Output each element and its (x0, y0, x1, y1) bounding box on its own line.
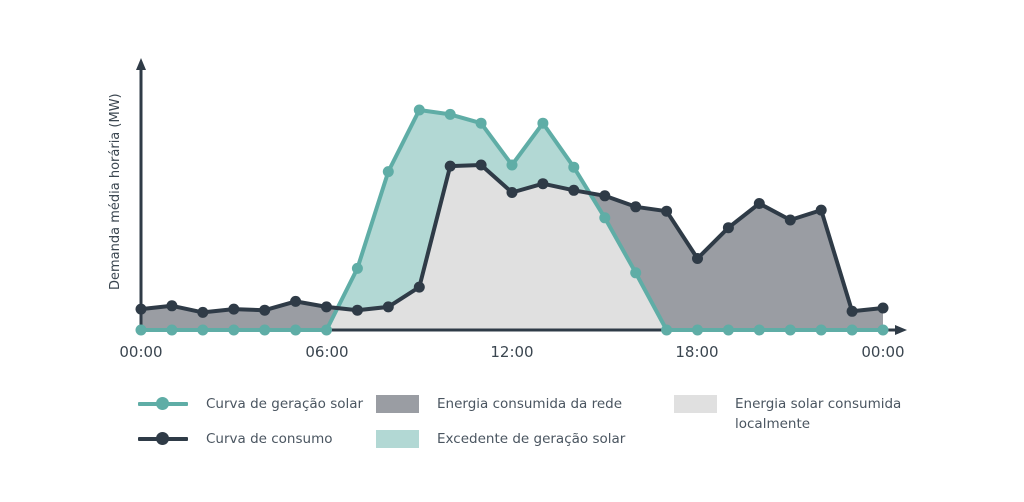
solar-generation-line-point (630, 267, 642, 279)
solar-generation-line-point (599, 212, 611, 224)
solar-generation-line-point (321, 324, 332, 336)
legend-label-line2: localmente (735, 416, 811, 432)
solar-generation-line-point (846, 324, 858, 336)
legend-solar-curve: Curva de geração solar (138, 394, 363, 414)
consumption-line-point (259, 304, 271, 316)
legend-label: Excedente de geração solar (437, 431, 626, 447)
consumption-line-point (228, 303, 240, 315)
consumption-line-point (166, 300, 178, 312)
energy-demand-chart: 00:00 06:00 12:00 18:00 00:00 Demanda mé… (108, 58, 907, 361)
consumption-line-point (692, 253, 703, 264)
consumption-line-point (599, 190, 611, 202)
consumption-line-point (537, 178, 549, 190)
legend-label: Energia solar consumida localmente (735, 394, 901, 434)
y-axis-label: Demanda média horária (MW) (108, 93, 123, 290)
solar-generation-line-point (135, 324, 147, 336)
consumption-line-point (135, 303, 147, 315)
grid-energy-swatch-icon (376, 395, 419, 413)
consumption-line-point (413, 281, 425, 293)
x-axis-arrow-icon (895, 325, 907, 335)
grid-energy-area (141, 165, 883, 330)
consumption-line-point (382, 301, 394, 313)
solar-generation-line-point (351, 262, 363, 274)
solar-generation-line-point (444, 108, 456, 120)
solar-generation-line-point (382, 166, 394, 178)
solar-generation-line-point (197, 324, 209, 336)
solar-generation-line-point (228, 324, 240, 336)
solar-generation-line-point (475, 117, 487, 129)
legend-label-line1: Energia solar consumida (735, 396, 902, 412)
solar-generation-line-point (568, 161, 580, 173)
x-tick-4: 00:00 (861, 343, 904, 361)
solar-line-marker-icon (138, 394, 188, 414)
consumption-line-point (661, 205, 673, 217)
solar-generation-line-point (692, 324, 703, 336)
solar-generation-line-point (784, 324, 796, 336)
consumption-line-point (815, 204, 827, 216)
solar-generation-line-point (506, 159, 518, 171)
consumption-line-point (630, 201, 642, 213)
consumption-line-point (877, 302, 889, 314)
solar-generation-line-point (537, 117, 549, 129)
consumption-line-point (290, 295, 302, 307)
legend-local-solar: Energia solar consumida localmente (674, 394, 901, 434)
legend-consumption-curve: Curva de consumo (138, 429, 333, 449)
consumption-line-point (784, 214, 796, 226)
solar-generation-line-point (290, 324, 302, 336)
solar-generation-line-point (815, 324, 827, 336)
x-tick-1: 06:00 (305, 343, 348, 361)
consumption-line-point (321, 301, 332, 313)
x-tick-0: 00:00 (119, 343, 162, 361)
consumption-line-point (753, 198, 765, 209)
consumption-line-point (846, 305, 858, 317)
consumption-line-point (351, 304, 363, 316)
chart-legend: Curva de geração solar Curva de consumo … (0, 388, 1024, 498)
solar-generation-line-point (413, 104, 425, 116)
solar-generation-line-point (166, 324, 178, 336)
chart-lines (135, 104, 889, 336)
consumption-line-point (197, 306, 209, 318)
x-tick-labels: 00:00 06:00 12:00 18:00 00:00 (119, 343, 904, 361)
solar-generation-line-point (259, 324, 271, 336)
chart-areas (141, 110, 883, 330)
consumption-line-point (568, 184, 580, 196)
legend-label: Curva de consumo (206, 431, 333, 447)
local-solar-swatch-icon (674, 395, 717, 413)
legend-label: Curva de geração solar (206, 396, 364, 412)
local-solar-area (141, 165, 883, 330)
y-axis-arrow-icon (136, 58, 146, 70)
consumption-line-point (475, 159, 487, 171)
consumption-line-point (506, 187, 518, 198)
consumption-line-marker-icon (138, 429, 188, 449)
solar-surplus-swatch-icon (376, 430, 419, 448)
solar-generation-line-point (753, 324, 765, 336)
x-tick-2: 12:00 (490, 343, 533, 361)
x-tick-3: 18:00 (675, 343, 718, 361)
legend-solar-surplus: Excedente de geração solar (376, 429, 625, 449)
legend-label: Energia consumida da rede (437, 396, 623, 412)
consumption-line-point (444, 160, 456, 172)
consumption-line-point (722, 222, 734, 234)
legend-grid-energy: Energia consumida da rede (376, 394, 622, 414)
solar-generation-line-point (877, 324, 889, 336)
solar-generation-line-point (722, 324, 734, 336)
solar-generation-line-point (661, 324, 673, 336)
